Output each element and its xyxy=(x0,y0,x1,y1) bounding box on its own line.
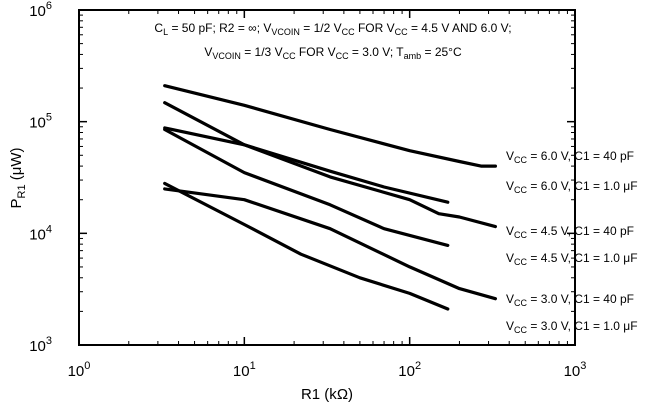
x-tick-label: 100 xyxy=(68,360,91,380)
plot-frame xyxy=(78,9,576,346)
y-tick-label: 104 xyxy=(29,223,52,243)
series-label-1: VCC = 6.0 V, C1 = 40 pF xyxy=(506,149,634,165)
axis-ticks xyxy=(78,9,576,346)
series-label-4: VCC = 4.5 V, C1 = 1.0 μF xyxy=(506,251,638,267)
series-line-6 xyxy=(163,181,450,311)
y-tick-label: 106 xyxy=(29,0,52,20)
y-tick-label: 103 xyxy=(29,335,52,355)
x-tick-label: 101 xyxy=(233,360,256,380)
series-lines xyxy=(163,84,497,311)
series-label-2: VCC = 6.0 V, C1 = 1.0 μF xyxy=(506,179,638,195)
series-line-3 xyxy=(163,101,497,229)
annotation-line-1: CL = 50 pF; R2 = ∞; VVCOIN = 1/2 VCC FOR… xyxy=(154,21,511,37)
series-label-5: VCC = 3.0 V, C1 = 40 pF xyxy=(506,292,634,308)
series-labels: VCC = 6.0 V, C1 = 40 pF VCC = 6.0 V, C1 =… xyxy=(506,149,638,335)
y-axis-title: PR1 (μW) xyxy=(8,147,28,208)
chart-annotation: CL = 50 pF; R2 = ∞; VVCOIN = 1/2 VCC FOR… xyxy=(154,21,511,61)
series-line-1 xyxy=(163,84,497,168)
annotation-line-2: VVCOIN = 1/3 VCC FOR VCC = 3.0 V; Tamb =… xyxy=(204,45,462,61)
series-label-6: VCC = 3.0 V, C1 = 1.0 μF xyxy=(506,319,638,335)
x-axis-title: R1 (kΩ) xyxy=(301,386,353,403)
y-tick-label: 105 xyxy=(29,112,52,132)
series-line-5 xyxy=(163,187,497,301)
series-line-4 xyxy=(163,127,450,247)
series-label-3: VCC = 4.5 V, C1 = 40 pF xyxy=(506,224,634,240)
series-line-2 xyxy=(163,126,450,204)
x-tick-label: 103 xyxy=(564,360,587,380)
tick-labels: 100 101 102 103 103 104 105 106 xyxy=(29,0,586,380)
x-tick-label: 102 xyxy=(398,360,421,380)
axis-titles: R1 (kΩ) PR1 (μW) xyxy=(8,147,353,403)
